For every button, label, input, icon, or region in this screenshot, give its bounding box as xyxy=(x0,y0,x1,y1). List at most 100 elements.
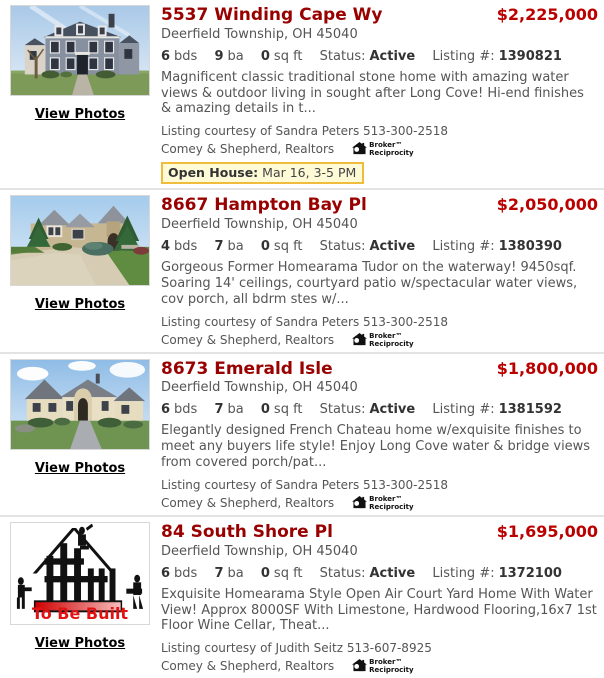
sqft-value: 0 xyxy=(260,565,270,581)
listing-row: To Be Built View Photos 84 South Shore P… xyxy=(0,515,604,678)
listing-number-label: Listing #: xyxy=(432,239,495,255)
baths-value: 7 xyxy=(214,402,224,418)
french-chateau-house-photo xyxy=(11,359,149,449)
broker-logo-line2: Reciprocity xyxy=(369,339,414,348)
sqft-unit: sq ft xyxy=(273,239,303,255)
listing-description: Magnificent classic traditional stone ho… xyxy=(161,69,584,117)
baths-value: 7 xyxy=(214,239,224,255)
listing-agency: Comey & Shepherd, Realtors xyxy=(161,142,335,157)
listing-photo-thumbnail[interactable] xyxy=(10,195,150,287)
baths-unit: ba xyxy=(227,402,244,418)
broker-logo-line1: Broker™ xyxy=(369,494,403,503)
view-photos-link[interactable]: View Photos xyxy=(34,107,126,122)
beds-unit: bds xyxy=(174,48,198,64)
listing-title-link[interactable]: 5537 Winding Cape Wy xyxy=(161,5,383,25)
broker-logo-line2: Reciprocity xyxy=(369,503,414,512)
listing-number-label: Listing #: xyxy=(432,48,495,64)
listing-location: Deerfield Township, OH 45040 xyxy=(161,380,358,396)
sqft-unit: sq ft xyxy=(273,565,303,581)
listing-location: Deerfield Township, OH 45040 xyxy=(161,217,358,233)
listing-number-label: Listing #: xyxy=(432,565,495,581)
status-label: Status: xyxy=(319,48,366,64)
status-value: Active xyxy=(369,48,416,64)
listing-description: Gorgeous Former Homearama Tudor on the w… xyxy=(161,260,578,307)
listing-price: $2,050,000 xyxy=(496,195,598,215)
listing-number-value: 1381592 xyxy=(498,402,562,418)
listing-agency: Comey & Shepherd, Realtors xyxy=(161,659,335,674)
broker-logo-line2: Reciprocity xyxy=(369,149,414,158)
open-house-badge: Open House: Mar 16, 3-5 PM xyxy=(161,162,365,185)
listing-photo-thumbnail[interactable] xyxy=(10,358,150,450)
view-photos-link[interactable]: View Photos xyxy=(34,636,126,652)
beds-value: 6 xyxy=(161,48,171,64)
view-photos-link[interactable]: View Photos xyxy=(34,460,126,476)
listing-courtesy: Listing courtesy of Sandra Peters 513-30… xyxy=(161,124,449,139)
broker-logo-line1: Broker™ xyxy=(369,141,403,150)
listing-agency: Comey & Shepherd, Realtors xyxy=(161,496,335,511)
view-photos-link[interactable]: View Photos xyxy=(34,297,126,313)
sqft-value: 0 xyxy=(260,239,270,255)
listing-row: View Photos 5537 Winding Cape Wy $2,225,… xyxy=(0,0,604,188)
listing-courtesy: Listing courtesy of Sandra Peters 513-30… xyxy=(161,314,449,329)
listing-title-link[interactable]: 8667 Hampton Bay Pl xyxy=(161,195,367,216)
broker-logo-line1: Broker™ xyxy=(369,658,403,667)
listing-number-value: 1380390 xyxy=(498,239,562,255)
status-label: Status: xyxy=(319,402,366,418)
listing-stats: 6 bds 9 ba 0 sq ft Status: Active Listing #:… xyxy=(161,49,598,64)
sqft-unit: sq ft xyxy=(273,48,303,64)
broker-reciprocity-logo: Broker™ Reciprocity xyxy=(352,331,414,348)
listing-stats: 4 bds 7 ba 0 sq ft Status: Active Listing #:… xyxy=(161,239,598,254)
listing-stats: 6 bds 7 ba 0 sq ft Status: Active Listing #:… xyxy=(161,402,598,417)
broker-reciprocity-logo: Broker™ Reciprocity xyxy=(352,658,414,675)
listing-agency: Comey & Shepherd, Realtors xyxy=(161,332,335,347)
baths-unit: ba xyxy=(227,565,244,581)
broker-house-icon xyxy=(352,495,368,509)
status-value: Active xyxy=(369,402,416,418)
stone-colonial-house-photo xyxy=(11,6,149,95)
beds-unit: bds xyxy=(174,402,198,418)
listing-courtesy: Listing courtesy of Judith Seitz 513-607… xyxy=(161,641,432,656)
listing-courtesy: Listing courtesy of Sandra Peters 513-30… xyxy=(161,477,449,492)
status-value: Active xyxy=(369,565,416,581)
beds-value: 6 xyxy=(161,565,171,581)
status-label: Status: xyxy=(319,239,366,255)
baths-value: 7 xyxy=(214,565,224,581)
baths-unit: ba xyxy=(227,48,244,64)
listing-price: $1,695,000 xyxy=(496,522,598,542)
listing-title-link[interactable]: 8673 Emerald Isle xyxy=(161,358,333,379)
status-value: Active xyxy=(369,239,416,255)
beds-unit: bds xyxy=(174,565,198,581)
sqft-value: 0 xyxy=(260,48,270,64)
broker-logo-line1: Broker™ xyxy=(369,331,403,340)
listing-title-link[interactable]: 84 South Shore Pl xyxy=(161,522,333,543)
listing-location: Deerfield Township, OH 45040 xyxy=(161,543,358,559)
listing-number-label: Listing #: xyxy=(432,402,495,418)
listing-stats: 6 bds 7 ba 0 sq ft Status: Active Listing #:… xyxy=(161,566,598,581)
status-label: Status: xyxy=(319,565,366,581)
open-house-value: Mar 16, 3-5 PM xyxy=(262,165,357,181)
listing-row: View Photos 8673 Emerald Isle $1,800,000… xyxy=(0,351,604,515)
listing-description: Elegantly designed French Chateau home w… xyxy=(161,423,591,471)
broker-house-icon xyxy=(352,659,368,672)
broker-house-icon xyxy=(352,332,368,345)
sqft-value: 0 xyxy=(260,402,270,418)
listing-price: $2,225,000 xyxy=(496,5,598,24)
listing-number-value: 1372100 xyxy=(498,565,562,581)
listing-description: Exquisite Homearama Style Open Air Court… xyxy=(161,586,597,634)
broker-reciprocity-logo: Broker™ Reciprocity xyxy=(352,494,414,512)
beds-value: 6 xyxy=(161,402,171,418)
broker-reciprocity-logo: Broker™ Reciprocity xyxy=(352,141,414,158)
sqft-unit: sq ft xyxy=(273,402,303,418)
baths-unit: ba xyxy=(227,239,244,255)
listing-photo-thumbnail[interactable]: To Be Built xyxy=(10,522,150,626)
beds-unit: bds xyxy=(174,239,198,255)
listing-row: View Photos 8667 Hampton Bay Pl $2,050,0… xyxy=(0,188,604,351)
listing-number-value: 1390821 xyxy=(498,48,562,64)
open-house-label: Open House: xyxy=(168,165,259,181)
listing-photo-thumbnail[interactable] xyxy=(10,5,150,96)
baths-value: 9 xyxy=(214,48,224,64)
broker-logo-line2: Reciprocity xyxy=(369,666,414,675)
broker-house-icon xyxy=(352,142,368,155)
tan-tudor-house-photo xyxy=(11,196,149,286)
beds-value: 4 xyxy=(161,239,171,255)
